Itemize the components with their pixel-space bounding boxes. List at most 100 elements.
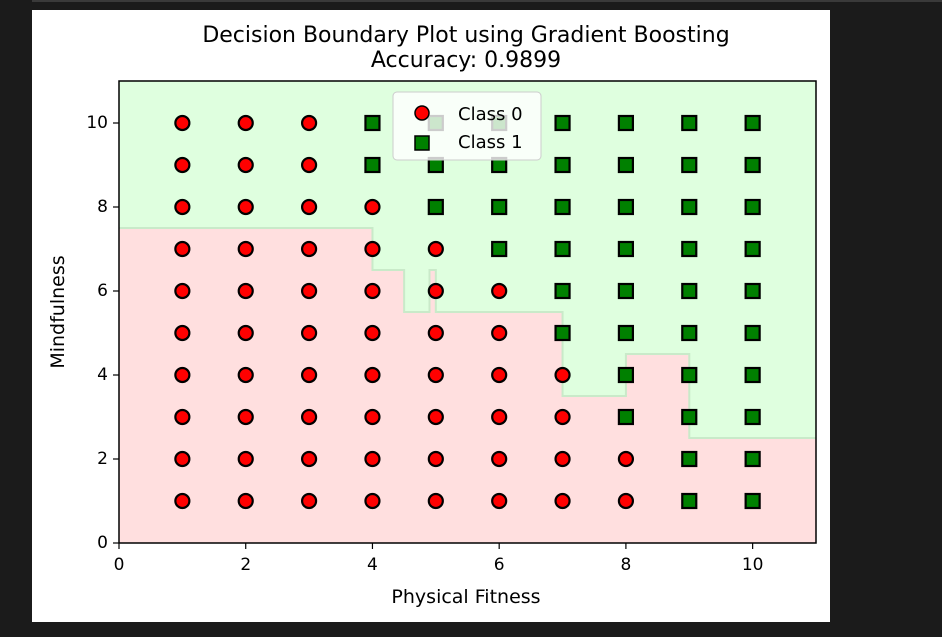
point-class-0 [174,366,191,384]
point-class-0 [174,240,191,258]
point-class-1 [681,114,698,132]
point-class-0 [174,156,191,174]
point-class-1 [681,324,698,342]
point-class-1 [617,198,635,216]
y-axis-ticks: 0 2 4 6 8 10 [86,113,119,553]
point-class-1 [554,156,571,174]
point-class-1 [681,240,698,258]
x-axis-label: Physical Fitness [391,586,540,608]
x-tick-label: 8 [620,555,631,575]
point-class-0 [427,408,444,426]
point-class-1 [617,156,635,174]
legend: Class 0 Class 1 [392,91,542,161]
point-class-1 [617,408,635,426]
point-class-0 [300,324,318,342]
point-class-0 [427,282,444,300]
point-class-1 [744,324,761,342]
x-tick-label: 2 [240,555,251,575]
point-class-1 [617,366,635,384]
point-class-0 [554,408,571,426]
point-class-1 [681,156,698,174]
point-class-1 [681,198,698,216]
point-class-0 [237,114,254,132]
chart-svg: Decision Boundary Plot using Gradient Bo… [47,23,817,608]
y-tick-label: 4 [97,365,108,385]
point-class-1 [617,282,635,300]
point-class-0 [491,492,508,510]
point-class-1 [364,156,381,174]
point-class-1 [744,450,761,468]
point-class-1 [554,240,571,258]
legend-label-class-1: Class 1 [458,132,523,153]
point-class-0 [237,450,254,468]
point-class-1 [681,408,698,426]
point-class-1 [744,366,761,384]
point-class-0 [174,114,191,132]
point-class-0 [237,240,254,258]
point-class-0 [364,198,381,216]
plot-frame [118,80,817,544]
point-class-0 [554,492,571,510]
point-class-0 [364,240,381,258]
point-class-0 [174,408,191,426]
point-class-0 [237,324,254,342]
legend-marker-class-1 [414,135,430,151]
point-class-0 [174,198,191,216]
point-class-1 [681,366,698,384]
point-class-0 [427,240,444,258]
point-class-1 [681,282,698,300]
data-markers [174,114,761,510]
point-class-0 [237,282,254,300]
point-class-0 [300,408,318,426]
point-class-1 [744,114,761,132]
point-class-0 [554,366,571,384]
chart-subtitle: Accuracy: 0.9899 [371,48,561,73]
point-class-0 [237,492,254,510]
point-class-0 [617,450,635,468]
point-class-0 [300,240,318,258]
point-class-0 [237,156,254,174]
point-class-1 [617,114,635,132]
point-class-0 [554,450,571,468]
point-class-0 [491,450,508,468]
point-class-1 [744,492,761,510]
point-class-0 [617,492,635,510]
point-class-0 [364,450,381,468]
y-tick-label: 2 [97,449,108,469]
point-class-1 [617,324,635,342]
x-tick-label: 10 [742,555,764,575]
point-class-0 [364,282,381,300]
point-class-0 [174,324,191,342]
region-class-0 [119,228,816,543]
point-class-0 [364,408,381,426]
x-tick-label: 6 [494,555,505,575]
point-class-1 [744,282,761,300]
point-class-0 [427,450,444,468]
x-axis-ticks: 0 2 4 6 8 10 [114,543,764,575]
point-class-0 [174,492,191,510]
chart-figure: Decision Boundary Plot using Gradient Bo… [32,10,830,622]
point-class-0 [300,198,318,216]
point-class-1 [427,198,444,216]
point-class-1 [617,240,635,258]
x-tick-label: 4 [367,555,378,575]
point-class-1 [554,198,571,216]
point-class-0 [237,366,254,384]
point-class-0 [427,492,444,510]
point-class-1 [554,114,571,132]
point-class-0 [427,366,444,384]
point-class-0 [427,324,444,342]
point-class-1 [681,492,698,510]
point-class-0 [174,282,191,300]
point-class-1 [554,324,571,342]
point-class-1 [364,114,381,132]
point-class-1 [744,156,761,174]
y-axis-label: Mindfulness [47,255,69,368]
chart-title: Decision Boundary Plot using Gradient Bo… [202,23,729,48]
point-class-0 [364,492,381,510]
point-class-0 [300,450,318,468]
point-class-1 [491,240,508,258]
point-class-0 [300,156,318,174]
point-class-0 [364,324,381,342]
point-class-0 [364,366,381,384]
